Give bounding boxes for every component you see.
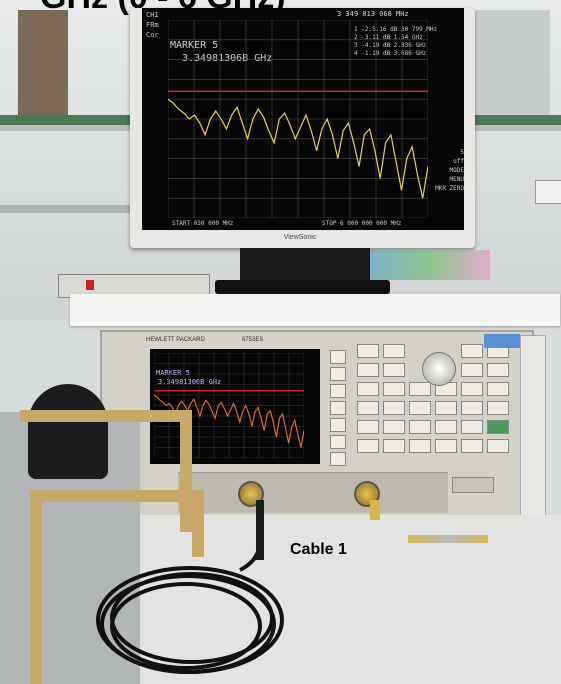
softkey-button[interactable]	[330, 384, 346, 398]
side-label: FRm	[146, 21, 159, 29]
monitor-bezel: CH1 FRm Cor 3 349 813 068 MHz MARKER 5 3…	[130, 8, 475, 248]
keypad-button[interactable]	[461, 439, 483, 453]
monitor-softkeys: 5 off MODE MENU MKR ZERO	[434, 148, 464, 193]
analyzer-softkey-column	[330, 350, 346, 470]
softkey-button[interactable]	[330, 452, 346, 466]
cable-1-label: Cable 1	[290, 541, 347, 558]
blue-label-plate	[484, 334, 520, 348]
softkey: off	[453, 158, 464, 165]
equipment-on-shelf	[470, 10, 550, 115]
box-on-shelf	[18, 10, 68, 115]
softkey-button[interactable]	[330, 350, 346, 364]
monitor-brand-logo: ViewSonic	[283, 234, 317, 241]
cable-1	[256, 500, 264, 560]
softkey: 5	[460, 149, 464, 156]
keypad-button[interactable]	[357, 344, 379, 358]
keypad-button[interactable]	[461, 382, 483, 396]
keypad-button[interactable]	[435, 420, 457, 434]
analyzer-marker-label: MARKER 5	[156, 369, 190, 377]
monitor-stand-base	[215, 280, 390, 294]
keypad-button[interactable]	[461, 401, 483, 415]
monitor-trace-plot	[168, 20, 428, 218]
analyzer-marker-freq: 3.34981306B GHz	[158, 378, 222, 386]
keypad-button[interactable]	[435, 439, 457, 453]
small-box	[535, 180, 561, 204]
keypad-button[interactable]	[435, 401, 457, 415]
softkey-button[interactable]	[330, 435, 346, 449]
port-2-adapter	[370, 500, 380, 520]
shelf-lower	[0, 205, 150, 213]
monitor-start-label: START 030 000 MHz	[172, 220, 234, 227]
side-label: Cor	[146, 31, 159, 39]
analyzer-trace-plot	[154, 353, 304, 458]
monitor-side-labels: CH1 FRm Cor	[146, 10, 159, 40]
keypad-button[interactable]	[383, 420, 405, 434]
marker-row: 1 -2.5.16 dB 30 799 MHz	[354, 26, 438, 33]
keypad-button[interactable]	[487, 382, 509, 396]
keypad-button[interactable]	[357, 382, 379, 396]
keypad-button[interactable]	[383, 344, 405, 358]
keypad-button[interactable]	[357, 363, 379, 377]
power-switch-icon	[86, 280, 94, 290]
keypad-button[interactable]	[409, 401, 431, 415]
analyzer-port-panel	[178, 472, 448, 513]
keypad-button[interactable]	[383, 439, 405, 453]
softkey-button[interactable]	[330, 401, 346, 415]
keypad-button[interactable]	[461, 344, 483, 358]
keypad-button[interactable]	[487, 420, 509, 434]
monitor-screen: CH1 FRm Cor 3 349 813 068 MHz MARKER 5 3…	[142, 8, 464, 230]
measurement-trace	[154, 394, 304, 448]
softkey: MKR ZERO	[435, 185, 464, 192]
wooden-frame-leg	[30, 500, 42, 684]
softkey: MODE MENU	[449, 167, 464, 183]
monitor-header-freq: 3 349 813 068 MHz	[337, 10, 409, 18]
softkey-button[interactable]	[330, 418, 346, 432]
keypad-button[interactable]	[461, 420, 483, 434]
keypad-button[interactable]	[357, 420, 379, 434]
softkey-button[interactable]	[330, 367, 346, 381]
monitor-stand	[240, 248, 370, 286]
keypad-button[interactable]	[409, 439, 431, 453]
monitor-marker-freq: 3.34981306B GHz	[182, 53, 273, 64]
analyzer-model: 8753ES	[242, 337, 264, 343]
network-analyzer: HEWLETT PACKARD 8753ES MARKER 5 3.349813…	[100, 330, 534, 519]
probe-connectors	[452, 477, 494, 493]
analyzer-screen: MARKER 5 3.34981306B GHz	[150, 349, 320, 464]
keypad-button[interactable]	[357, 401, 379, 415]
keypad-button[interactable]	[357, 439, 379, 453]
cables-clutter	[370, 250, 490, 280]
monitor-stop-label: STOP 6 000 000 000 MHz	[322, 220, 402, 227]
keypad-button[interactable]	[383, 382, 405, 396]
keypad-button[interactable]	[487, 401, 509, 415]
keypad-button[interactable]	[409, 420, 431, 434]
keypad-button[interactable]	[487, 363, 509, 377]
analyzer-keypad	[357, 344, 522, 464]
measurement-trace	[168, 98, 428, 199]
rotary-knob[interactable]	[422, 352, 456, 386]
analyzer-brand: HEWLETT PACKARD	[146, 337, 205, 343]
coiled-cable	[96, 500, 284, 674]
side-label: CH1	[146, 11, 159, 19]
spare-adapter	[408, 535, 488, 543]
foam-pad	[70, 294, 560, 326]
keypad-button[interactable]	[461, 363, 483, 377]
keypad-button[interactable]	[409, 382, 431, 396]
antenna-puck	[28, 384, 108, 479]
rack-handle	[520, 335, 546, 522]
keypad-button[interactable]	[487, 439, 509, 453]
keypad-button[interactable]	[383, 363, 405, 377]
keypad-button[interactable]	[383, 401, 405, 415]
